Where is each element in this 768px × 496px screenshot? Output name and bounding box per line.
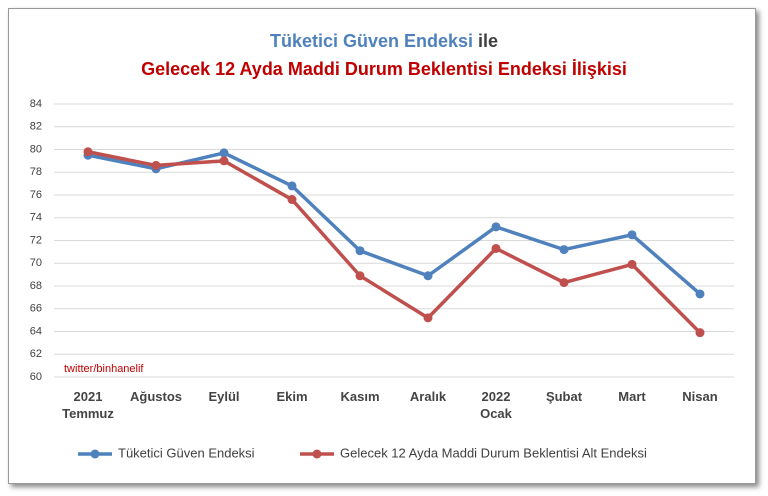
data-point: [355, 246, 365, 256]
series-line: [87, 150, 702, 334]
legend-label: Tüketici Güven Endeksi: [118, 445, 255, 460]
chart-frame: [8, 8, 756, 484]
x-tick-label: Ağustos: [130, 389, 182, 404]
legend-marker: [312, 449, 322, 459]
y-tick-label: 82: [30, 121, 42, 133]
data-point: [423, 313, 433, 323]
y-tick-label: 68: [30, 280, 42, 292]
data-point: [219, 156, 229, 166]
title-part: ile: [478, 31, 498, 51]
legend-label: Gelecek 12 Ayda Maddi Durum Beklentisi A…: [340, 445, 647, 460]
series-line: [87, 151, 702, 296]
y-tick-label: 64: [30, 325, 42, 337]
annotation: twitter/binhanelif: [64, 363, 144, 375]
y-tick-label: 78: [30, 166, 42, 178]
x-tick-label: Nisan: [682, 389, 718, 404]
data-point: [355, 271, 365, 281]
data-point: [627, 259, 637, 269]
title-part: Tüketici Güven Endeksi: [270, 31, 473, 51]
x-tick-label: Ekim: [276, 389, 308, 404]
y-tick-label: 60: [30, 371, 42, 383]
legend-marker: [90, 449, 100, 459]
data-point: [559, 278, 569, 288]
y-tick-label: 84: [30, 98, 42, 110]
data-point: [219, 148, 229, 158]
data-point: [491, 243, 501, 253]
y-tick-label: 66: [30, 303, 42, 315]
y-tick-label: 70: [30, 257, 42, 269]
y-tick-label: 76: [30, 189, 42, 201]
data-point: [559, 245, 569, 255]
data-point: [695, 328, 705, 338]
x-tick-label: Kasım: [340, 389, 380, 404]
x-tick-label: Mart: [618, 389, 646, 404]
data-point: [695, 289, 705, 299]
y-tick-label: 62: [30, 348, 42, 360]
data-point: [83, 147, 93, 157]
y-tick-label: 74: [30, 212, 42, 224]
data-point: [491, 222, 501, 232]
x-tick-label: Aralık: [409, 389, 447, 404]
data-point: [627, 230, 637, 240]
y-tick-label: 72: [30, 234, 42, 246]
y-tick-label: 80: [30, 143, 42, 155]
chart-title-line1: Tüketici Güven Endeksi ile: [270, 31, 498, 51]
x-tick-label: 2022 Ocak: [480, 389, 512, 421]
chart-title-line2: Gelecek 12 Ayda Maddi Durum Beklentisi E…: [141, 59, 627, 79]
x-tick-label: Eylül: [208, 389, 240, 404]
data-point: [151, 160, 161, 170]
data-point: [287, 181, 297, 191]
data-point: [423, 271, 433, 281]
data-point: [287, 195, 297, 205]
x-tick-label: 2021 Temmuz: [62, 389, 114, 421]
x-tick-label: Şubat: [545, 389, 583, 404]
